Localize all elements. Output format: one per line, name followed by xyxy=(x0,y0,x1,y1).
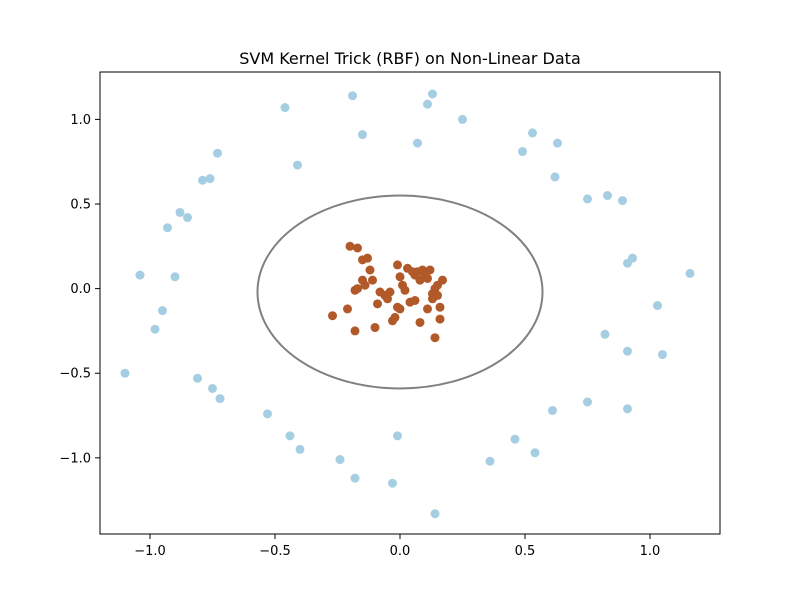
y-tick-label: 0.0 xyxy=(70,282,91,297)
y-tick-label: 0.5 xyxy=(70,198,91,213)
data-point xyxy=(420,270,430,280)
data-point xyxy=(653,301,662,311)
data-point xyxy=(658,350,667,360)
data-point xyxy=(163,223,172,233)
data-point xyxy=(583,397,592,407)
data-point xyxy=(685,268,695,278)
data-point xyxy=(428,89,437,99)
data-point xyxy=(395,304,405,314)
data-point xyxy=(365,265,375,275)
data-point xyxy=(208,383,217,393)
data-point xyxy=(295,444,305,454)
data-point xyxy=(410,295,420,305)
data-point xyxy=(205,174,215,184)
data-point xyxy=(430,333,440,343)
data-point xyxy=(135,270,145,280)
y-tick-label: −0.5 xyxy=(59,367,91,382)
data-point xyxy=(348,91,357,101)
data-point xyxy=(150,324,160,334)
data-point xyxy=(215,394,225,404)
data-point xyxy=(550,172,560,182)
axes-frame xyxy=(99,71,721,535)
data-point xyxy=(395,272,405,282)
data-point xyxy=(368,275,377,285)
data-point xyxy=(388,478,397,488)
data-point xyxy=(583,194,592,204)
x-tick-label: −0.5 xyxy=(259,544,291,559)
data-point xyxy=(213,148,222,158)
y-axis: 1.0 0.5 0.0 −0.5 −1.0 xyxy=(59,113,100,466)
data-point xyxy=(415,317,425,327)
data-point xyxy=(293,160,302,170)
data-point xyxy=(343,304,352,314)
data-point xyxy=(435,302,445,312)
decision-boundary xyxy=(256,194,544,390)
data-point xyxy=(358,130,367,140)
data-point xyxy=(363,253,372,263)
x-axis: −1.0 −0.5 0.0 0.5 1.0 xyxy=(134,534,660,559)
chart-title: SVM Kernel Trick (RBF) on Non-Linear Dat… xyxy=(239,49,581,68)
data-point xyxy=(183,213,192,223)
x-tick-label: 0.0 xyxy=(390,544,411,559)
data-point xyxy=(528,128,537,138)
data-point xyxy=(350,473,360,483)
data-point xyxy=(623,404,632,414)
data-point xyxy=(328,311,337,321)
data-point xyxy=(603,191,612,201)
data-point xyxy=(390,312,400,322)
data-point xyxy=(458,114,467,124)
data-point xyxy=(553,138,562,148)
data-point xyxy=(120,368,130,378)
data-point xyxy=(335,455,345,465)
data-point xyxy=(600,329,610,339)
data-point xyxy=(373,299,382,309)
plot-area xyxy=(120,89,695,519)
data-point xyxy=(385,287,395,297)
data-point xyxy=(280,103,290,113)
y-tick-label: 1.0 xyxy=(70,113,91,128)
data-point xyxy=(263,409,272,419)
data-point xyxy=(353,243,362,253)
data-point xyxy=(548,405,557,415)
x-tick-label: −1.0 xyxy=(134,544,166,559)
data-point xyxy=(423,99,432,109)
data-point xyxy=(353,284,362,294)
data-point xyxy=(618,196,627,206)
data-point xyxy=(360,280,370,290)
data-point xyxy=(393,431,402,441)
data-point xyxy=(485,456,495,466)
data-point xyxy=(623,346,632,356)
data-point xyxy=(158,306,167,316)
data-point xyxy=(193,373,202,383)
data-point xyxy=(383,294,392,304)
data-point xyxy=(175,207,185,217)
y-tick-label: −1.0 xyxy=(59,451,91,466)
data-point xyxy=(518,147,527,157)
data-point xyxy=(433,290,442,300)
data-point xyxy=(435,314,445,324)
x-tick-label: 0.5 xyxy=(515,544,536,559)
data-point xyxy=(285,431,295,441)
data-point xyxy=(400,285,410,295)
data-point xyxy=(423,304,432,314)
data-point xyxy=(623,258,632,268)
data-point xyxy=(530,448,540,458)
data-point xyxy=(510,434,520,444)
data-point xyxy=(438,275,447,285)
x-tick-label: 1.0 xyxy=(640,544,661,559)
series-class-0 xyxy=(120,89,695,519)
series-class-1 xyxy=(328,241,447,343)
data-point xyxy=(345,241,355,251)
data-point xyxy=(370,323,380,333)
data-point xyxy=(198,175,207,185)
data-point xyxy=(350,326,360,336)
data-point xyxy=(430,509,440,519)
data-point xyxy=(170,272,180,282)
data-point xyxy=(393,260,402,270)
data-point xyxy=(413,138,422,148)
